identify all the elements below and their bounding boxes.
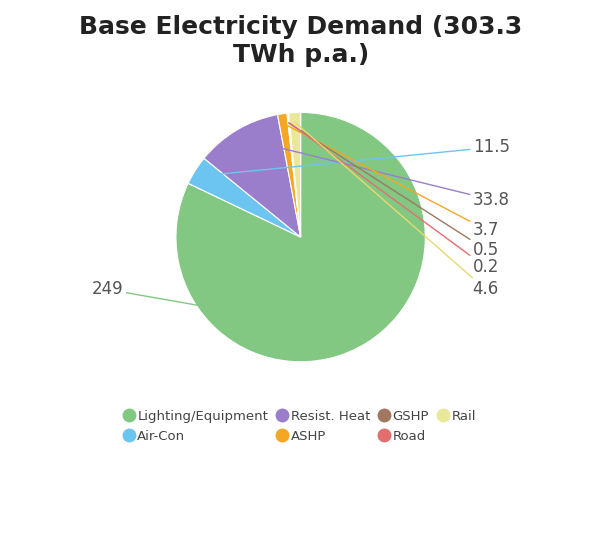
Wedge shape — [278, 113, 301, 237]
Wedge shape — [287, 113, 301, 237]
Title: Base Electricity Demand (303.3
TWh p.a.): Base Electricity Demand (303.3 TWh p.a.) — [79, 15, 522, 67]
Text: 0.2: 0.2 — [289, 123, 499, 276]
Text: 0.5: 0.5 — [289, 123, 499, 259]
Wedge shape — [288, 113, 301, 237]
Wedge shape — [188, 158, 301, 237]
Wedge shape — [204, 115, 301, 237]
Legend: Lighting/Equipment, Air-Con, Resist. Heat, ASHP, GSHP, Road, Rail: Lighting/Equipment, Air-Con, Resist. Hea… — [120, 405, 481, 449]
Wedge shape — [176, 112, 425, 362]
Text: 4.6: 4.6 — [295, 123, 499, 299]
Text: 11.5: 11.5 — [204, 138, 509, 176]
Text: 33.8: 33.8 — [242, 138, 509, 209]
Wedge shape — [289, 112, 301, 237]
Text: 249: 249 — [92, 280, 362, 334]
Text: 3.7: 3.7 — [284, 124, 499, 239]
